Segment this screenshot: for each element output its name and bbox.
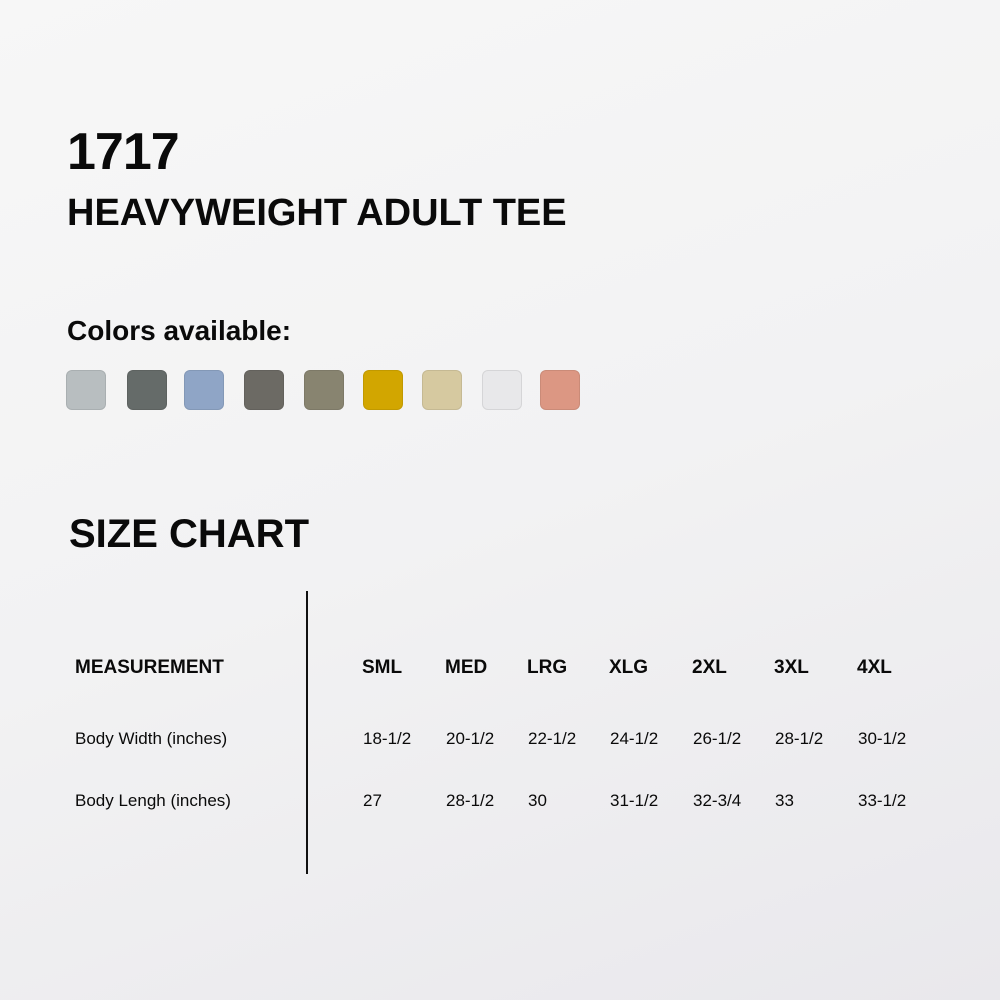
color-swatch <box>304 370 344 410</box>
size-header: SML <box>362 657 403 678</box>
product-code: 1717 <box>67 123 180 181</box>
measurement-header: MEASUREMENT <box>75 657 224 678</box>
size-value: 24-1/2 <box>610 729 659 748</box>
size-header: MED <box>445 657 488 678</box>
size-value: 33 <box>775 791 794 810</box>
size-value: 30-1/2 <box>858 729 907 748</box>
size-value: 26-1/2 <box>693 729 742 748</box>
table-divider <box>306 591 308 874</box>
size-value: 32-3/4 <box>693 791 742 810</box>
color-swatch <box>540 370 580 410</box>
size-value: 22-1/2 <box>528 729 577 748</box>
size-header: 2XL <box>692 657 727 678</box>
color-swatch <box>244 370 284 410</box>
colors-label: Colors available: <box>67 315 292 346</box>
size-value: 20-1/2 <box>446 729 495 748</box>
size-value: 31-1/2 <box>610 791 659 810</box>
row-label: Body Width (inches) <box>75 729 228 748</box>
size-value: 28-1/2 <box>446 791 495 810</box>
product-name: HEAVYWEIGHT ADULT TEE <box>67 192 567 234</box>
color-swatch <box>184 370 224 410</box>
size-header: 3XL <box>774 657 809 678</box>
size-value: 28-1/2 <box>775 729 824 748</box>
size-value: 18-1/2 <box>363 729 412 748</box>
color-swatch <box>66 370 106 410</box>
color-swatch <box>127 370 167 410</box>
color-swatch <box>482 370 522 410</box>
size-value: 33-1/2 <box>858 791 907 810</box>
color-swatch <box>363 370 403 410</box>
size-header: 4XL <box>857 657 892 678</box>
color-swatch <box>422 370 462 410</box>
size-value: 30 <box>528 791 547 810</box>
size-header: XLG <box>609 657 649 678</box>
row-label: Body Lengh (inches) <box>75 791 231 810</box>
size-chart-title: SIZE CHART <box>69 512 309 556</box>
size-header: LRG <box>527 657 568 678</box>
size-value: 27 <box>363 791 382 810</box>
